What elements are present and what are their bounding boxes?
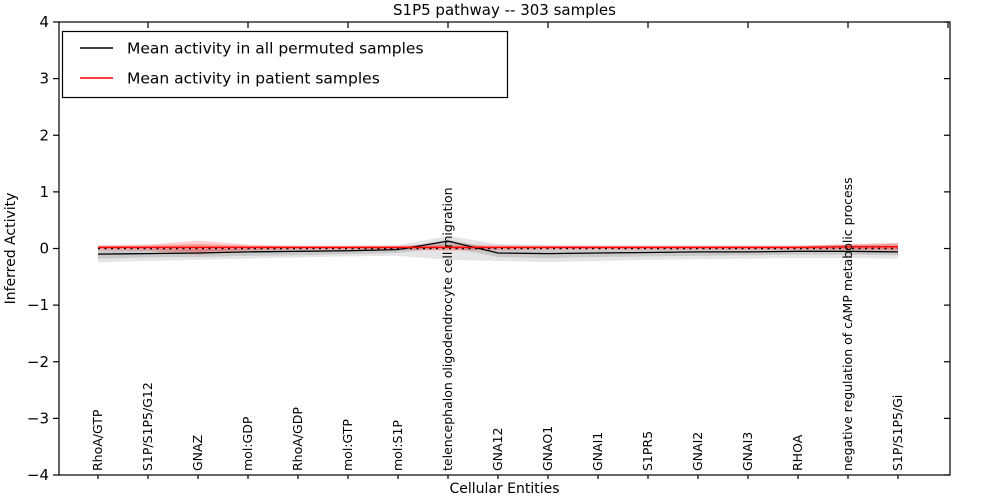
x-tick-label: S1PR5 [640, 431, 655, 471]
legend-box [61, 30, 509, 99]
y-tick-label: 4 [39, 13, 49, 31]
x-tick-label: S1P/S1P5/Gi [890, 395, 905, 471]
legend-label: Mean activity in all permuted samples [127, 40, 424, 58]
confidence-band-1 [98, 239, 898, 259]
x-tick-label: mol:S1P [390, 420, 405, 471]
x-tick-label: telencephalon oligodendrocyte cell migra… [440, 187, 455, 471]
mean-line-permuted [97, 240, 899, 255]
chart-title: S1P5 pathway -- 303 samples [393, 1, 616, 19]
y-tick-label: 0 [39, 240, 49, 258]
x-tick-label: RHOA [790, 434, 805, 471]
x-tick-label: GNA12 [490, 428, 505, 472]
y-tick-label: 2 [39, 126, 49, 144]
x-tick-label: GNAZ [190, 435, 205, 471]
x-axis-label: Cellular Entities [449, 481, 559, 497]
x-tick-label: negative regulation of cAMP metabolic pr… [840, 177, 855, 471]
x-tick-label: GNAI3 [740, 432, 755, 471]
confidence-band-0 [98, 236, 898, 263]
x-tick-label: mol:GDP [240, 416, 255, 471]
x-tick-label: RhoA/GTP [90, 409, 105, 471]
y-tick-label: 3 [39, 70, 49, 88]
legend: Mean activity in all permuted samples Mea… [61, 30, 509, 99]
x-tick-label: GNAI2 [690, 432, 705, 471]
y-tick-label: −4 [27, 466, 49, 484]
x-tick-label: GNAO1 [540, 426, 555, 471]
y-tick-label: −1 [27, 296, 49, 314]
y-axis-label: Inferred Activity [3, 193, 19, 305]
y-tick-label: −2 [27, 353, 49, 371]
x-tick-label: mol:GTP [340, 419, 355, 471]
x-tick-label: RhoA/GDP [290, 407, 305, 471]
y-tick-label: −3 [27, 409, 49, 427]
legend-label: Mean activity in patient samples [127, 70, 380, 88]
x-tick-label: GNAI1 [590, 432, 605, 471]
x-tick-label: S1P/S1P5/G12 [140, 382, 155, 471]
y-tick-label: 1 [39, 183, 49, 201]
mean-line-patient [98, 246, 898, 249]
